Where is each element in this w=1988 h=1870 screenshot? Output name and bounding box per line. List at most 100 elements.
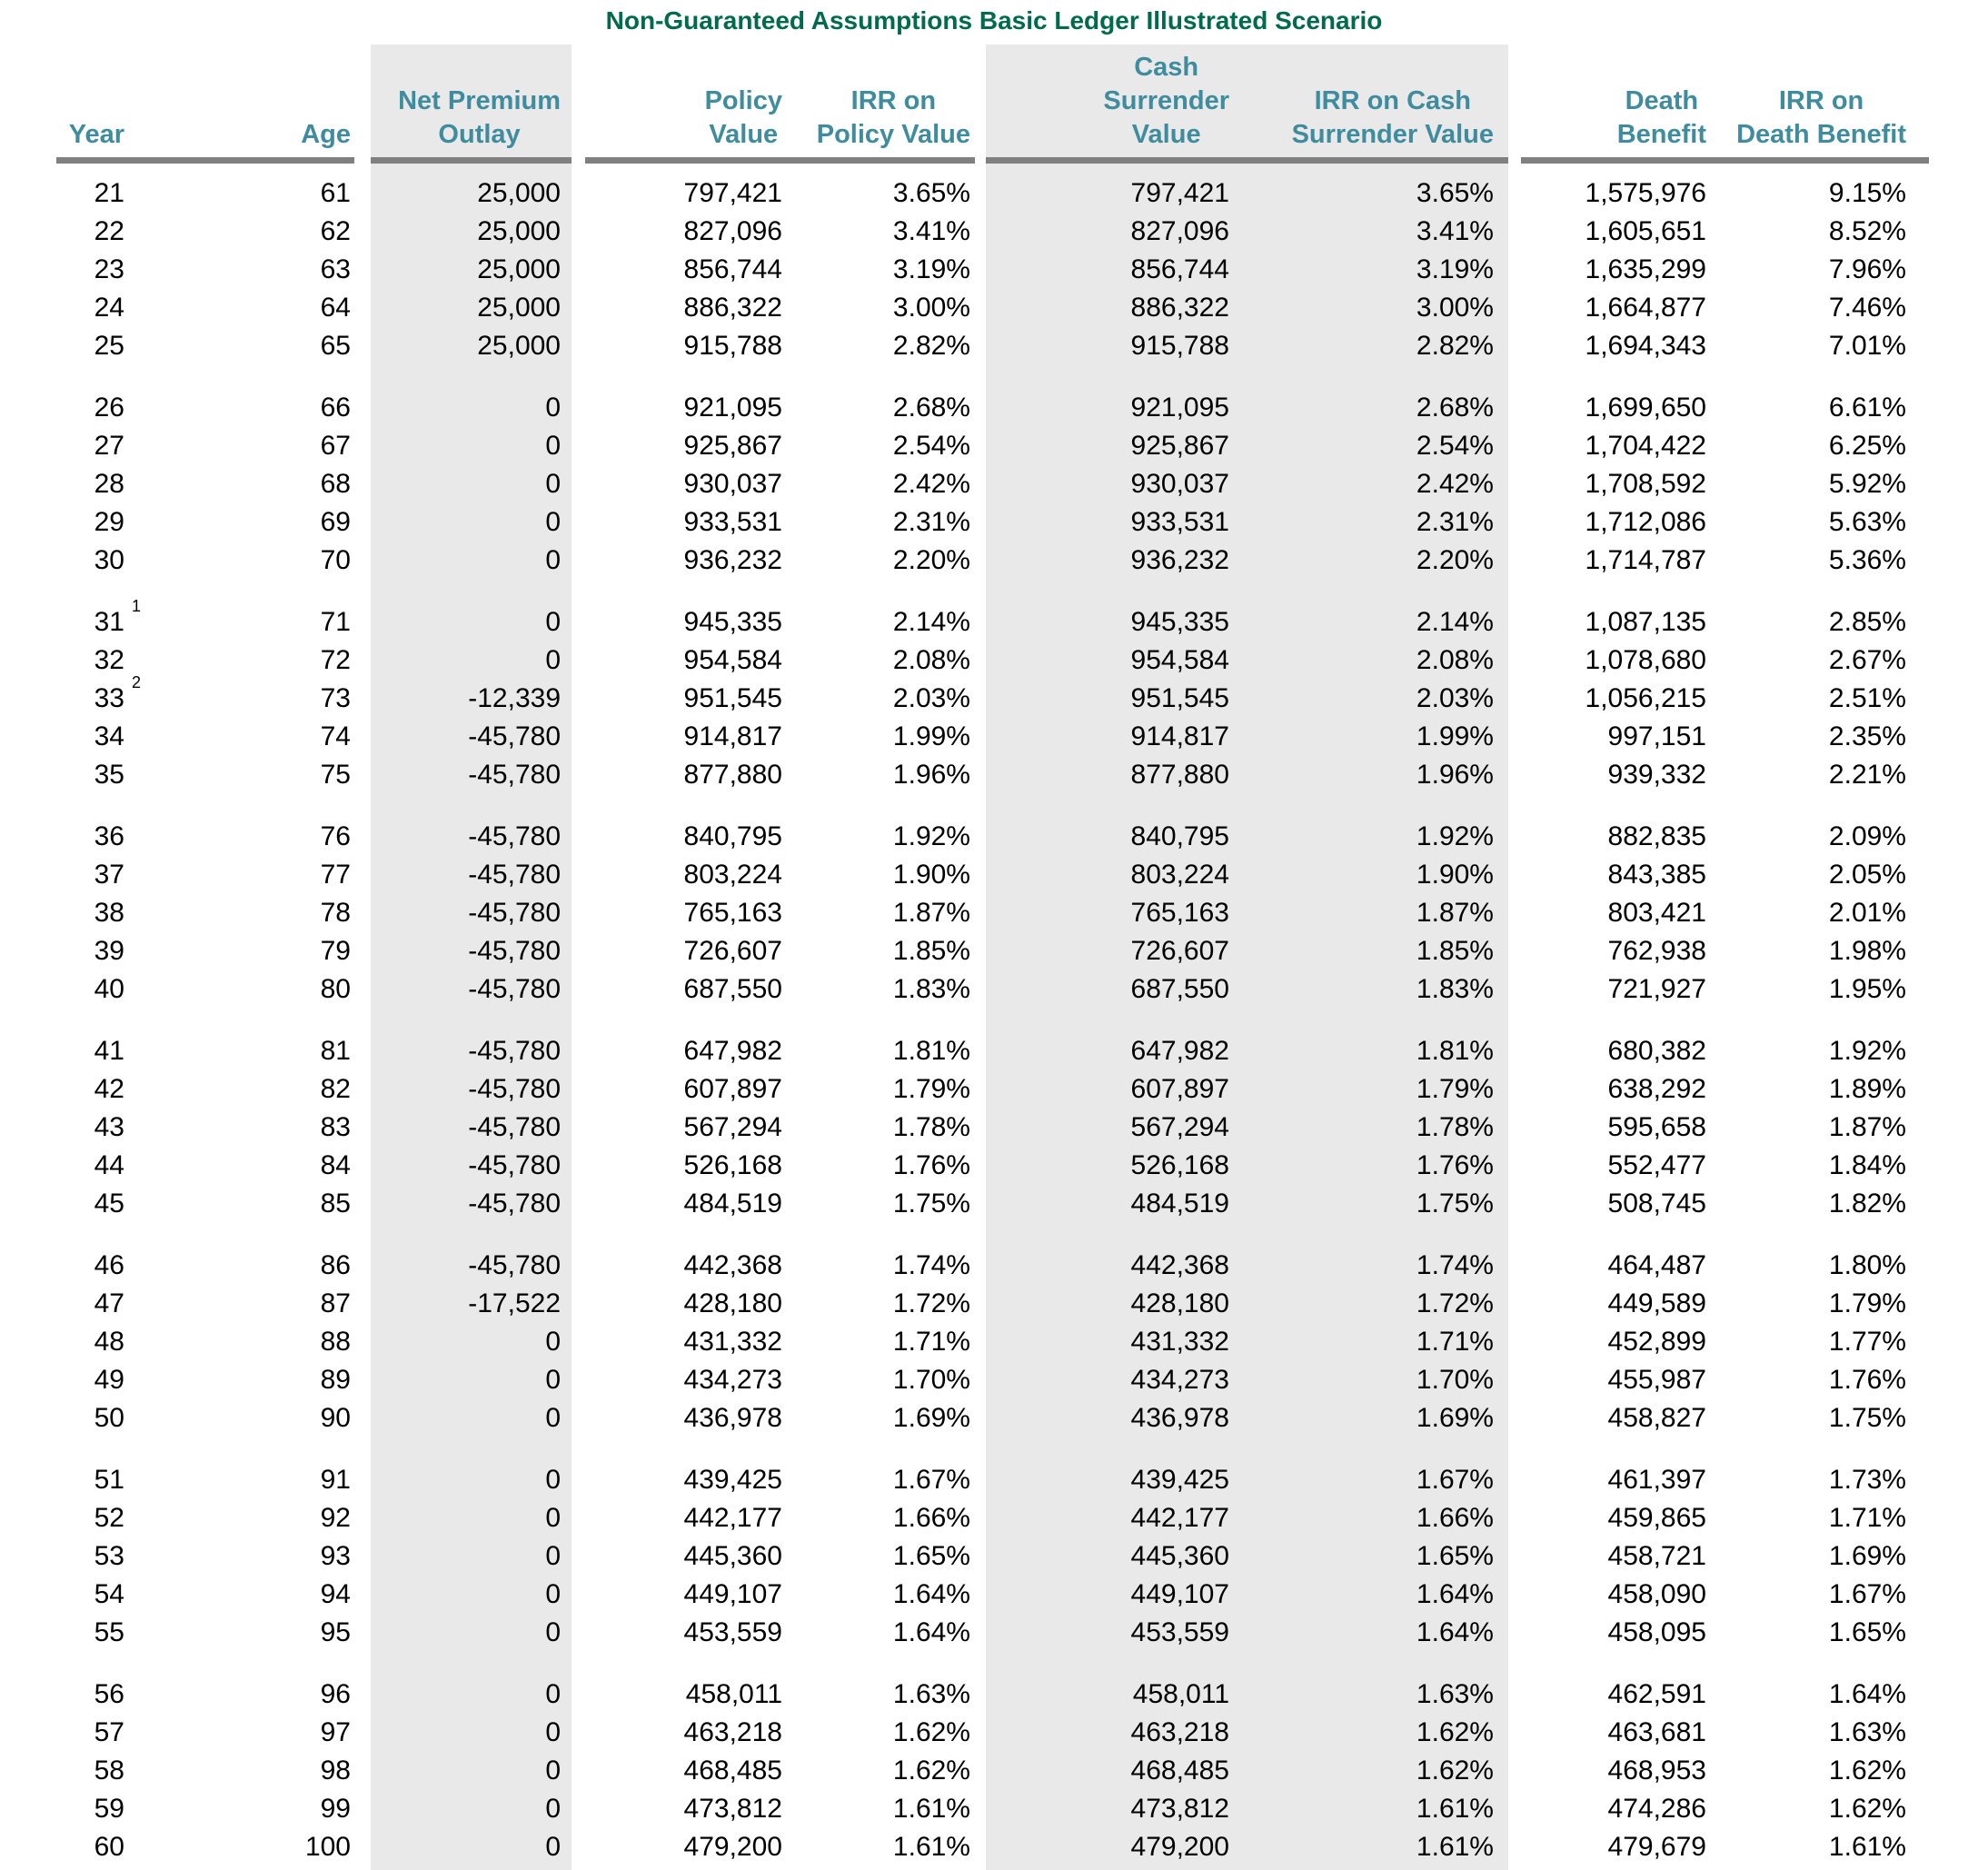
year-value: 33 2 [94,673,142,713]
spacer-cell [0,642,56,680]
spacer-cell [1508,794,1521,818]
cell-pv: 914,817 [683,721,782,751]
cell-csv: 473,812 [986,1790,1236,1828]
cell-pv: 930,037 [683,469,782,499]
spacer-cell [0,1070,56,1109]
cell-irr-pv: 1.65% [892,1541,970,1571]
cell-npo: -45,780 [371,1185,572,1223]
cell-age: 86 [320,1250,351,1280]
column-header-death-benefit: Death Benefit [1521,45,1712,164]
cell-age: 73 [320,683,351,713]
table-row: 54 94 0 449,107 1.64% 449,107 1.64% 458,090 1.67… [0,1576,1988,1614]
spacer-cell [975,1499,986,1537]
cell-irr-csv: 1.96% [1236,756,1508,794]
cell-age [127,1437,354,1461]
spacer-cell [0,818,56,856]
cell-irr-db [1712,1866,1929,1870]
cell-csv: 840,795 [986,818,1236,856]
spacer-cell [572,289,585,327]
spacer-cell [1929,603,1988,642]
cell-pv: 827,096 [683,216,782,246]
spacer-cell [1508,542,1521,580]
page-title: Non-Guaranteed Assumptions Basic Ledger … [605,6,1383,35]
cell-csv: 936,232 [986,542,1236,580]
cell-pv: 453,559 [683,1617,782,1647]
spacer-cell [572,718,585,756]
spacer-cell [0,1032,56,1070]
column-header-policy-value: Policy Value [585,45,787,164]
year-value: 46 [94,1250,124,1280]
spacer-cell [572,465,585,503]
spacer-cell [0,1223,56,1247]
spacer-cell [0,970,56,1009]
year-value: 43 [94,1112,124,1142]
cell-db: 721,927 [1607,974,1706,1004]
cell-irr-pv [787,580,975,603]
cell-irr-db: 1.64% [1828,1679,1906,1709]
spacer-cell [0,1437,56,1461]
spacer-cell [975,1614,986,1652]
spacer-cell [572,856,585,894]
cell-year: 48 [56,1323,127,1361]
spacer-cell [1508,894,1521,932]
spacer-cell [0,427,56,465]
cell-db: 1,708,592 [1585,469,1706,499]
year-value: 34 [94,721,124,751]
spacer-cell [572,1070,585,1109]
cell-irr-pv: 2.54% [892,431,970,461]
cell-pv [585,1223,787,1247]
year-value: 51 [94,1465,124,1495]
spacer-cell [572,580,585,603]
spacer-cell [975,365,986,389]
cell-irr-csv: 2.03% [1236,680,1508,718]
spacer-cell [1508,365,1521,389]
cell-pv [585,1652,787,1676]
cell-irr-pv: 1.81% [892,1036,970,1066]
cell-csv: 765,163 [986,894,1236,932]
table-row: 44 84 -45,780 526,168 1.76% 526,168 1.76% 552,4… [0,1147,1988,1185]
cell-irr-csv: 1.61% [1236,1828,1508,1866]
spacer-cell [572,1676,585,1714]
cell-year [56,161,127,175]
table-row: 46 86 -45,780 442,368 1.74% 442,368 1.74% 464,4… [0,1247,1988,1285]
spacer-cell [1929,427,1988,465]
year-value: 48 [94,1327,124,1357]
cell-irr-pv: 1.75% [892,1189,970,1218]
spacer-cell [975,1185,986,1223]
spacer-cell [1508,1461,1521,1499]
spacer-cell [354,1752,371,1790]
spacer-cell [572,642,585,680]
cell-year: 41 [56,1032,127,1070]
cell-age: 78 [320,898,351,928]
spacer-cell [354,174,371,213]
cell-year: 55 [56,1614,127,1652]
column-header-age: Age [127,45,354,164]
spacer-cell [572,1437,585,1461]
spacer-cell [1929,213,1988,251]
cell-irr-csv: 2.54% [1236,427,1508,465]
cell-irr-pv: 3.19% [892,254,970,284]
cell-year: 37 [56,856,127,894]
spacer-cell [572,1461,585,1499]
spacer-cell [1929,542,1988,580]
spacer-cell [0,1461,56,1499]
spacer-cell [975,642,986,680]
cell-irr-db: 1.77% [1828,1327,1906,1357]
spacer-cell [1508,1285,1521,1323]
cell-pv: 933,531 [683,507,782,537]
cell-csv: 442,368 [986,1247,1236,1285]
spacer-cell [975,718,986,756]
header-label: Death [1625,86,1699,115]
spacer-cell [1929,1399,1988,1437]
spacer-cell [0,1247,56,1285]
cell-irr-db: 5.36% [1828,545,1906,575]
group-gap-row [0,794,1988,818]
cell-irr-csv [1236,794,1508,818]
cell-irr-db: 1.76% [1828,1365,1906,1395]
spacer-cell [0,1185,56,1223]
group-gap-row [0,1009,1988,1032]
cell-csv: 434,273 [986,1361,1236,1399]
cell-npo: -45,780 [371,856,572,894]
cell-irr-csv: 1.61% [1236,1790,1508,1828]
cell-irr-db: 1.61% [1828,1832,1906,1862]
